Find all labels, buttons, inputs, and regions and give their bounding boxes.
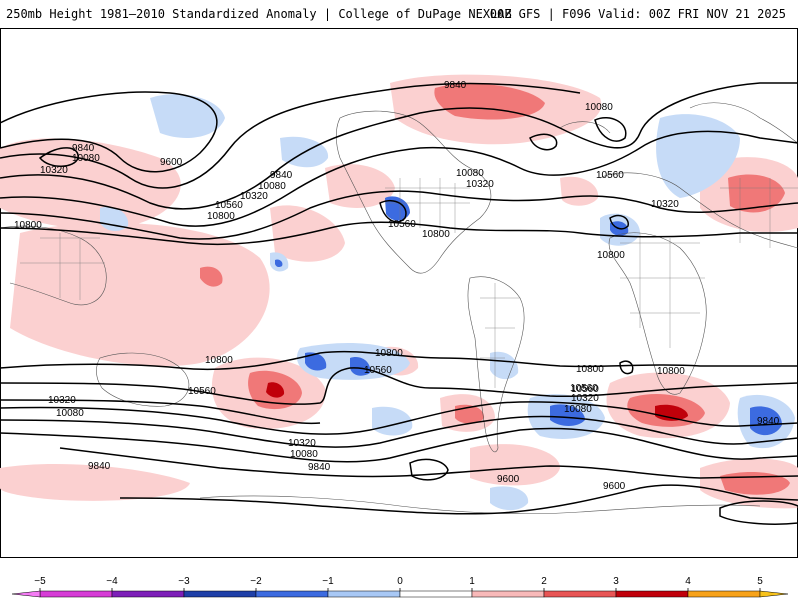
contour-label: 10800 [207, 211, 235, 222]
contour-label: 10320 [240, 191, 268, 202]
contour-label: 10560 [364, 365, 392, 376]
contour-label: 10320 [466, 179, 494, 190]
contour-label: 10080 [258, 181, 286, 192]
contour-label: 10320 [48, 395, 76, 406]
colorbar-tick-label: 4 [685, 576, 691, 587]
contour-label: 10800 [422, 229, 450, 240]
colorbar-end-arrow-low [11, 590, 41, 598]
colorbar-ticks [39, 588, 761, 591]
contour-label: 10080 [56, 408, 84, 419]
contour-label: 10560 [215, 200, 243, 211]
contour-label: 10080 [290, 449, 318, 460]
colorbar-tick-label: −3 [178, 576, 190, 587]
coastlines [0, 102, 798, 515]
colorbar-segment [543, 590, 617, 598]
colorbar-tick-label: 1 [469, 576, 475, 587]
colorbar-segment [111, 590, 185, 598]
contour-label: 9840 [88, 461, 111, 472]
colorbar-segment [327, 590, 401, 598]
header: 250mb Height 1981–2010 Standardized Anom… [0, 0, 800, 28]
contour-label: 10800 [14, 220, 42, 231]
contour-label: 10080 [456, 168, 484, 179]
height-contours [0, 82, 798, 525]
contour-label: 10320 [571, 393, 599, 404]
contour-label: 10080 [72, 153, 100, 164]
colorbar-segment [471, 590, 545, 598]
contour-label: 9840 [757, 416, 780, 427]
contour-label: 10560 [570, 383, 598, 394]
contour-label: 9600 [160, 157, 183, 168]
colorbar-segment [39, 590, 113, 598]
contour-label: 9840 [72, 143, 95, 154]
contour-label: 10320 [40, 165, 68, 176]
contour-label: 10800 [576, 364, 604, 375]
contour-label: 9840 [308, 462, 331, 473]
contour-label: 10080 [585, 102, 613, 113]
political-borders [20, 178, 798, 388]
contour-label: 10800 [375, 348, 403, 359]
colorbar-segment [183, 590, 257, 598]
contour-label: 9840 [444, 80, 467, 91]
positive-anomaly-shading [0, 74, 798, 509]
colorbar-tick-label: −1 [322, 576, 334, 587]
colorbar-segment [255, 590, 329, 598]
colorbar-tick-label: −5 [34, 576, 46, 587]
contour-label: 10560 [388, 219, 416, 230]
contour-label: 10800 [205, 355, 233, 366]
contour-labels: 9840 10080 9840 10080 10320 9600 9840 10… [14, 80, 780, 492]
colorbar-tick-labels: −5 −4 −3 −2 −1 0 1 2 3 4 5 [34, 576, 763, 587]
colorbar-tick-label: 0 [397, 576, 403, 587]
contour-label: 10800 [597, 250, 625, 261]
colorbar-tick-label: −2 [250, 576, 262, 587]
colorbar-segment [399, 590, 473, 598]
colorbar-tick-label: −4 [106, 576, 118, 587]
contour-label: 9840 [270, 170, 293, 181]
map-title: 250mb Height 1981–2010 Standardized Anom… [6, 7, 512, 21]
contour-label: 10800 [657, 366, 685, 377]
contour-label: 10320 [651, 199, 679, 210]
colorbar-segments [11, 590, 789, 598]
contour-label: 10320 [288, 438, 316, 449]
colorbar-segment [687, 590, 761, 598]
contour-label: 10560 [596, 170, 624, 181]
colorbar-tick-label: 3 [613, 576, 619, 587]
model-run-info: 00Z GFS | F096 Valid: 00Z FRI NOV 21 202… [489, 7, 786, 21]
colorbar: −5 −4 −3 −2 −1 0 1 2 3 4 5 [11, 576, 789, 598]
colorbar-end-arrow-high [759, 590, 789, 598]
anomaly-map: 9840 10080 9840 10080 10320 9600 9840 10… [0, 74, 798, 525]
contour-label: 9600 [497, 474, 520, 485]
colorbar-tick-label: 5 [757, 576, 763, 587]
contour-label: 10080 [564, 404, 592, 415]
contour-label: 9600 [603, 481, 626, 492]
contour-label: 10560 [571, 384, 599, 395]
colorbar-segment [615, 590, 689, 598]
colorbar-tick-label: 2 [541, 576, 547, 587]
contour-label: 10560 [188, 386, 216, 397]
